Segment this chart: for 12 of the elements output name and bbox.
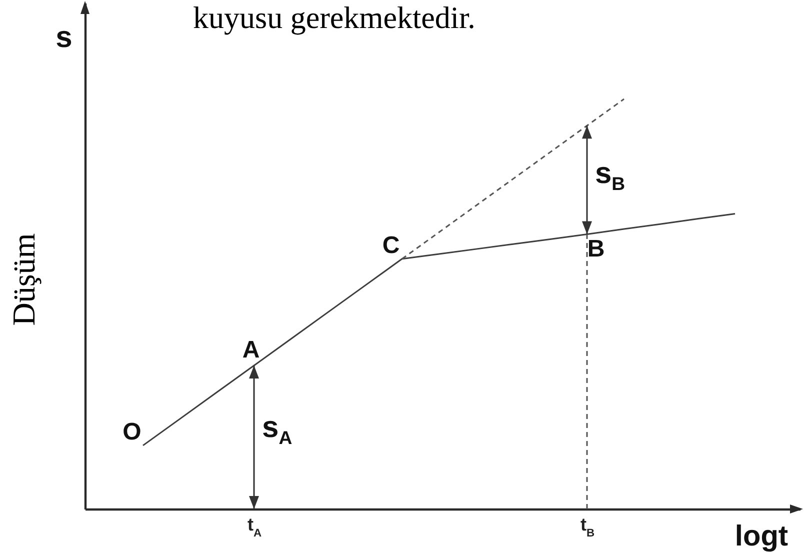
y-axis-title: Düşüm — [6, 233, 42, 326]
x-tick-label: t$_{B}$ — [580, 514, 595, 540]
x-tick-label: t$_{A}$ — [247, 514, 262, 540]
annotation: O — [122, 418, 142, 445]
x-axis-title: logt — [734, 520, 788, 552]
annotation: B — [587, 234, 605, 262]
annotation: C — [382, 231, 400, 258]
chart-title: kuyusu gerekmektedir. — [193, 0, 476, 35]
annotation: s$_{B}$ — [595, 156, 626, 194]
text: s — [56, 20, 72, 54]
annotation: A — [242, 336, 260, 363]
annotation: s$_{A}$ — [262, 410, 292, 448]
